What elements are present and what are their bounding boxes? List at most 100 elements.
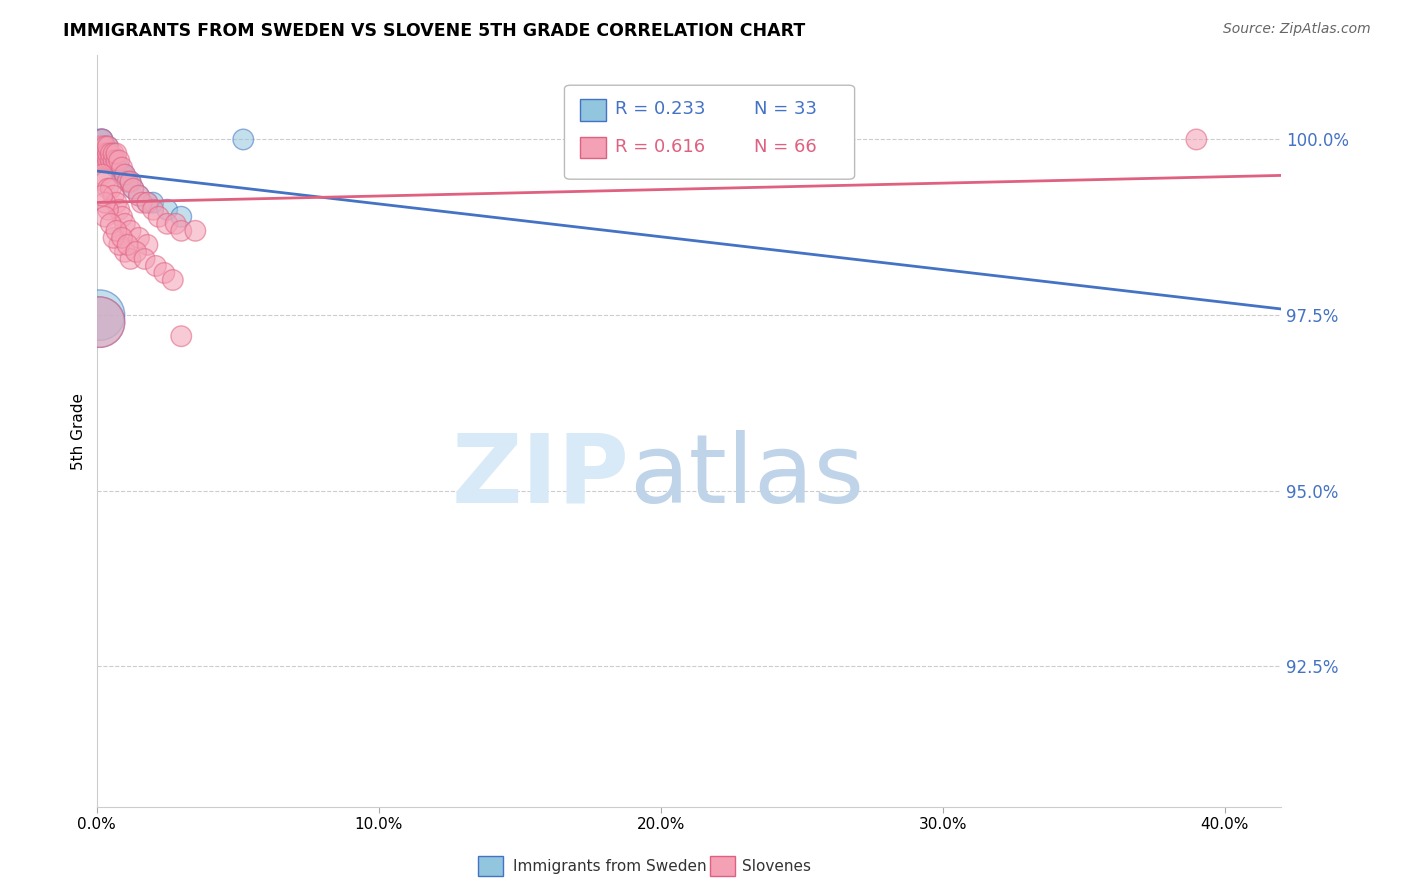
Point <box>89 146 111 161</box>
Point <box>100 181 122 195</box>
Point <box>136 195 159 210</box>
Point <box>114 168 136 182</box>
Bar <box>579 100 606 120</box>
Point <box>105 224 128 238</box>
Point <box>117 175 139 189</box>
Point <box>91 146 114 161</box>
Point <box>108 153 131 168</box>
Text: atlas: atlas <box>630 430 865 523</box>
Text: Slovenes: Slovenes <box>742 859 811 873</box>
Point <box>120 175 142 189</box>
Point <box>128 231 150 245</box>
Point <box>156 202 179 217</box>
Point <box>91 132 114 146</box>
Point <box>232 132 254 146</box>
Point <box>89 132 111 146</box>
Point <box>136 195 159 210</box>
Point <box>165 217 187 231</box>
Point <box>105 195 128 210</box>
Point <box>94 139 117 153</box>
Point <box>153 266 176 280</box>
Point <box>103 153 125 168</box>
Point <box>105 161 128 175</box>
FancyBboxPatch shape <box>564 86 855 179</box>
Point <box>100 153 122 168</box>
Point <box>94 195 117 210</box>
Point <box>156 217 179 231</box>
Point <box>108 238 131 252</box>
Point <box>97 146 120 161</box>
Point <box>103 146 125 161</box>
Bar <box>579 137 606 158</box>
Point <box>91 132 114 146</box>
Point <box>97 202 120 217</box>
Point <box>89 315 111 329</box>
Point <box>142 202 165 217</box>
Point <box>108 161 131 175</box>
Point <box>128 188 150 202</box>
Point <box>103 188 125 202</box>
Point <box>170 224 193 238</box>
Point <box>89 315 111 329</box>
Point <box>105 146 128 161</box>
Point <box>184 224 207 238</box>
Point <box>100 146 122 161</box>
Point <box>105 153 128 168</box>
Point <box>117 175 139 189</box>
Point <box>94 139 117 153</box>
Point <box>97 181 120 195</box>
Point <box>170 210 193 224</box>
Point <box>103 153 125 168</box>
Point <box>91 139 114 153</box>
Point <box>91 139 114 153</box>
Point <box>94 153 117 168</box>
Point <box>97 146 120 161</box>
Point <box>89 139 111 153</box>
Point <box>131 195 153 210</box>
Point <box>94 146 117 161</box>
Text: R = 0.616: R = 0.616 <box>616 138 706 156</box>
Point <box>145 259 167 273</box>
Point <box>91 153 114 168</box>
Point <box>103 231 125 245</box>
Point <box>91 188 114 202</box>
Point <box>103 153 125 168</box>
Point <box>117 238 139 252</box>
Point <box>125 244 148 259</box>
Point <box>148 210 170 224</box>
Point <box>89 153 111 168</box>
Point <box>100 153 122 168</box>
Point <box>91 139 114 153</box>
Point <box>120 224 142 238</box>
Point <box>89 139 111 153</box>
Point <box>94 175 117 189</box>
Point <box>136 238 159 252</box>
Point <box>100 217 122 231</box>
Text: N = 66: N = 66 <box>754 138 817 156</box>
Point <box>97 139 120 153</box>
Point <box>89 139 111 153</box>
Point <box>111 231 134 245</box>
Text: IMMIGRANTS FROM SWEDEN VS SLOVENE 5TH GRADE CORRELATION CHART: IMMIGRANTS FROM SWEDEN VS SLOVENE 5TH GR… <box>63 22 806 40</box>
Point <box>120 252 142 266</box>
Point <box>94 146 117 161</box>
Y-axis label: 5th Grade: 5th Grade <box>72 392 86 469</box>
Point <box>111 168 134 182</box>
Point <box>162 273 184 287</box>
Point <box>111 161 134 175</box>
Point <box>111 210 134 224</box>
Point <box>114 217 136 231</box>
Point <box>120 175 142 189</box>
Point <box>134 252 156 266</box>
Point <box>122 181 145 195</box>
Point <box>170 329 193 343</box>
Text: Source: ZipAtlas.com: Source: ZipAtlas.com <box>1223 22 1371 37</box>
Point <box>91 132 114 146</box>
Point <box>122 181 145 195</box>
Point <box>108 202 131 217</box>
Text: N = 33: N = 33 <box>754 100 817 119</box>
Point <box>94 146 117 161</box>
Point <box>100 153 122 168</box>
Point <box>97 139 120 153</box>
Point <box>91 168 114 182</box>
